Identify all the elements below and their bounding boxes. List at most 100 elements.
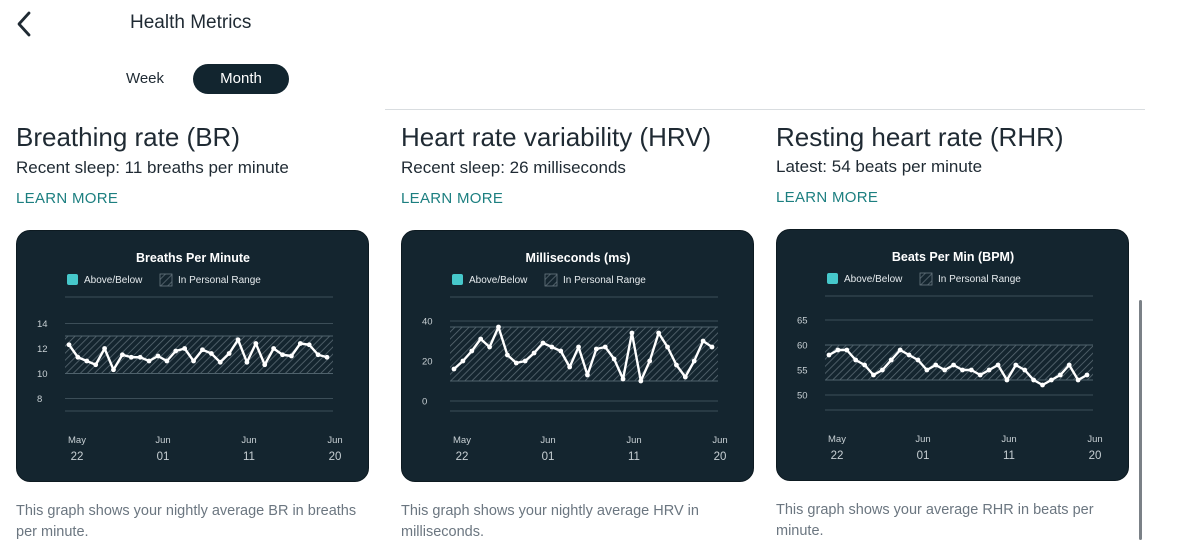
data-point (102, 346, 107, 351)
y-tick-label: 50 (797, 391, 808, 402)
x-tick-day: 01 (542, 451, 555, 463)
data-point (1040, 382, 1045, 388)
y-tick-label: 14 (37, 319, 48, 330)
data-point (665, 344, 670, 350)
data-point (522, 358, 528, 364)
data-point (897, 347, 903, 353)
data-point (531, 350, 537, 356)
data-point (691, 358, 697, 364)
data-point (1004, 377, 1010, 383)
x-tick-month: May (828, 434, 846, 445)
data-point (540, 340, 546, 346)
x-tick-month: Jun (540, 435, 555, 446)
data-point (915, 357, 921, 363)
legend-swatch-personal-range (919, 272, 933, 286)
y-tick-label: 12 (37, 344, 48, 355)
x-tick-month: Jun (155, 435, 170, 446)
series-line (452, 325, 714, 383)
x-tick-day: 11 (628, 451, 640, 463)
data-point (75, 354, 81, 360)
legend-label-personal-range: In Personal Range (938, 274, 1021, 285)
data-point (585, 372, 590, 378)
data-point (968, 367, 974, 373)
x-tick-day: 22 (71, 451, 84, 463)
data-point (951, 362, 956, 368)
tab-month[interactable]: Month (193, 64, 289, 94)
legend-swatch-personal-range (544, 273, 558, 287)
x-tick-day: 11 (243, 451, 255, 463)
divider (385, 109, 1145, 110)
data-point (271, 346, 277, 351)
data-point (496, 324, 501, 330)
data-point (164, 358, 170, 364)
data-point (460, 358, 466, 364)
data-point (1022, 367, 1028, 373)
data-point (513, 360, 519, 366)
data-point (924, 367, 930, 373)
x-tick-day: 20 (329, 451, 342, 463)
x-tick-day: 22 (456, 451, 469, 463)
data-point (119, 352, 125, 358)
data-point (862, 362, 867, 368)
tab-week[interactable]: Week (125, 70, 165, 87)
legend-label-personal-range: In Personal Range (178, 275, 261, 286)
data-point (593, 346, 599, 352)
personal-range-band (825, 345, 1093, 380)
data-point (128, 354, 134, 360)
scrollbar[interactable] (1139, 300, 1142, 540)
data-point (960, 367, 965, 373)
data-point (682, 374, 688, 380)
y-tick-label: 10 (37, 369, 48, 380)
data-point (137, 354, 143, 360)
data-point (478, 336, 484, 342)
data-point (217, 359, 223, 365)
chart-title: Milliseconds (ms) (526, 251, 631, 265)
chart-rhr: Beats Per Min (BPM) Above/Below In Persona… (797, 250, 1103, 462)
learn-more-br-link[interactable]: LEARN MORE (16, 190, 119, 207)
x-tick-month: Jun (241, 435, 256, 446)
data-point (1084, 372, 1090, 378)
legend-swatch-above-below (827, 273, 838, 284)
y-tick-label: 20 (422, 357, 433, 368)
metric-description-hrv: This graph shows your nightly average HR… (401, 503, 699, 540)
chart-card-hrv: Milliseconds (ms) Above/Below In Personal … (401, 230, 754, 482)
data-point (66, 342, 72, 348)
x-tick-month: Jun (327, 435, 342, 446)
x-tick-month: May (453, 435, 471, 446)
data-point (656, 330, 662, 336)
data-point (995, 362, 1001, 368)
metric-recent-br: Recent sleep: 11 breaths per minute (16, 158, 289, 177)
y-tick-label: 40 (422, 317, 433, 328)
chevron-left-icon[interactable] (14, 10, 36, 38)
y-tick-label: 8 (37, 394, 42, 405)
data-point (182, 346, 188, 351)
data-point (611, 356, 617, 362)
legend-label-above-below: Above/Below (469, 275, 528, 286)
learn-more-rhr-link[interactable]: LEARN MORE (776, 189, 879, 206)
data-point (262, 362, 268, 368)
personal-range-band (450, 327, 718, 381)
page-title: Health Metrics (130, 12, 252, 33)
x-tick-day: 20 (714, 451, 727, 463)
learn-more-hrv-link[interactable]: LEARN MORE (401, 190, 504, 207)
data-point (638, 378, 644, 384)
chart-title: Breaths Per Minute (136, 251, 250, 265)
legend-label-personal-range: In Personal Range (563, 275, 646, 286)
data-point (977, 372, 983, 378)
data-point (1057, 372, 1063, 378)
data-point (700, 338, 706, 344)
y-tick-label: 65 (797, 316, 808, 327)
data-point (567, 364, 573, 370)
data-point (1031, 377, 1037, 383)
data-point (986, 367, 992, 373)
metric-description-rhr: This graph shows your average RHR in bea… (776, 502, 1094, 539)
data-point (674, 362, 679, 368)
legend-swatch-above-below (452, 274, 463, 285)
data-point (155, 353, 161, 359)
data-point (879, 367, 885, 373)
data-point (208, 351, 214, 356)
data-point (146, 358, 152, 364)
data-point (871, 372, 876, 378)
data-point (629, 330, 635, 336)
legend-label-above-below: Above/Below (844, 274, 903, 285)
